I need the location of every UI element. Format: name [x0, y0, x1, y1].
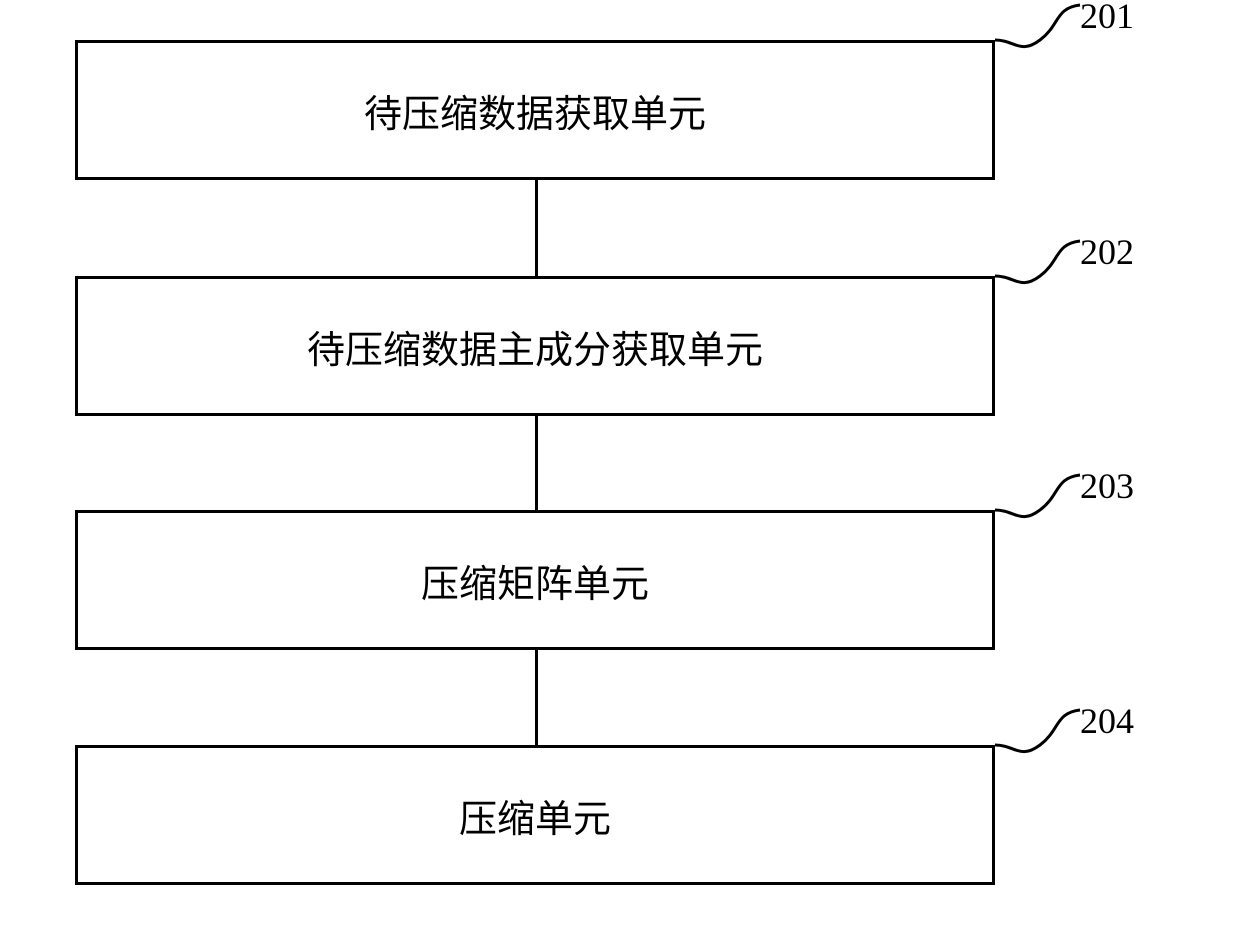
- label-203: 203: [1080, 465, 1134, 507]
- block-201: 待压缩数据获取单元: [75, 40, 995, 180]
- connector-2-3: [535, 416, 538, 510]
- block-201-text: 待压缩数据获取单元: [364, 83, 706, 138]
- label-202: 202: [1080, 231, 1134, 273]
- label-201: 201: [1080, 0, 1134, 37]
- connector-3-4: [535, 650, 538, 745]
- connector-1-2: [535, 180, 538, 276]
- block-203: 压缩矩阵单元: [75, 510, 995, 650]
- block-202-text: 待压缩数据主成分获取单元: [307, 319, 763, 374]
- block-203-text: 压缩矩阵单元: [421, 553, 649, 608]
- diagram-canvas: 待压缩数据获取单元 待压缩数据主成分获取单元 压缩矩阵单元 压缩单元 201 2…: [0, 0, 1240, 927]
- block-202: 待压缩数据主成分获取单元: [75, 276, 995, 416]
- block-204-text: 压缩单元: [459, 788, 611, 843]
- block-204: 压缩单元: [75, 745, 995, 885]
- label-204: 204: [1080, 700, 1134, 742]
